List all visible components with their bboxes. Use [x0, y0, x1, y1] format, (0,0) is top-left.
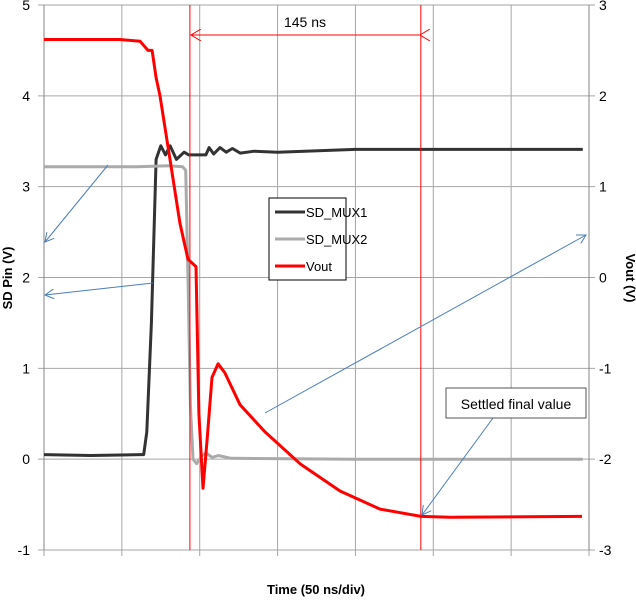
arrow-settled-value [422, 417, 494, 515]
axes [43, 5, 590, 550]
series [43, 38, 583, 519]
settled-callout: Settled final value [445, 387, 587, 419]
y2-tick-label: 0 [599, 270, 607, 286]
y-tick-label: 0 [22, 451, 30, 467]
y-tick-label: -1 [18, 542, 31, 558]
y2-tick-label: 3 [599, 0, 607, 13]
x-axis-label: Time (50 ns/div) [267, 582, 365, 597]
settled-label: Settled final value [461, 396, 572, 412]
series-line-sd-mux1 [43, 144, 583, 457]
y-tick-label: 3 [22, 179, 30, 195]
y-tick-label: 4 [22, 88, 30, 104]
y-axis-label: SD Pin (V) [0, 247, 15, 310]
y-tick-label: 5 [22, 0, 30, 13]
legend: SD_MUX1 SD_MUX2 Vout [268, 197, 367, 281]
arrow-vout-to-right-axis [264, 235, 586, 414]
time-markers [189, 5, 422, 550]
y2-tick-label: -3 [599, 542, 612, 558]
interval-label: 145 ns [284, 14, 326, 30]
y2-tick-label: 1 [599, 179, 607, 195]
y-tick-label: 2 [22, 270, 30, 286]
y2-axis-label: Vout (V) [623, 254, 636, 303]
legend-label-vout: Vout [306, 259, 332, 274]
y2-tick-label: -1 [599, 360, 612, 376]
arrow-sd-mux1-to-left-axis [45, 282, 154, 295]
y-tick-label: 1 [22, 360, 30, 376]
series-line-vout [44, 38, 583, 519]
legend-label-sd-mux1: SD_MUX1 [306, 205, 367, 220]
tick-labels: -1 0 1 2 3 4 5 -3 -2 -1 0 1 2 3 [18, 0, 612, 558]
arrow-sd-mux2-to-left-axis [45, 164, 109, 242]
series-line-sd-mux2 [44, 164, 583, 466]
y2-tick-label: 2 [599, 88, 607, 104]
y2-tick-label: -2 [599, 451, 612, 467]
grid [38, 4, 595, 556]
legend-label-sd-mux2: SD_MUX2 [306, 232, 367, 247]
